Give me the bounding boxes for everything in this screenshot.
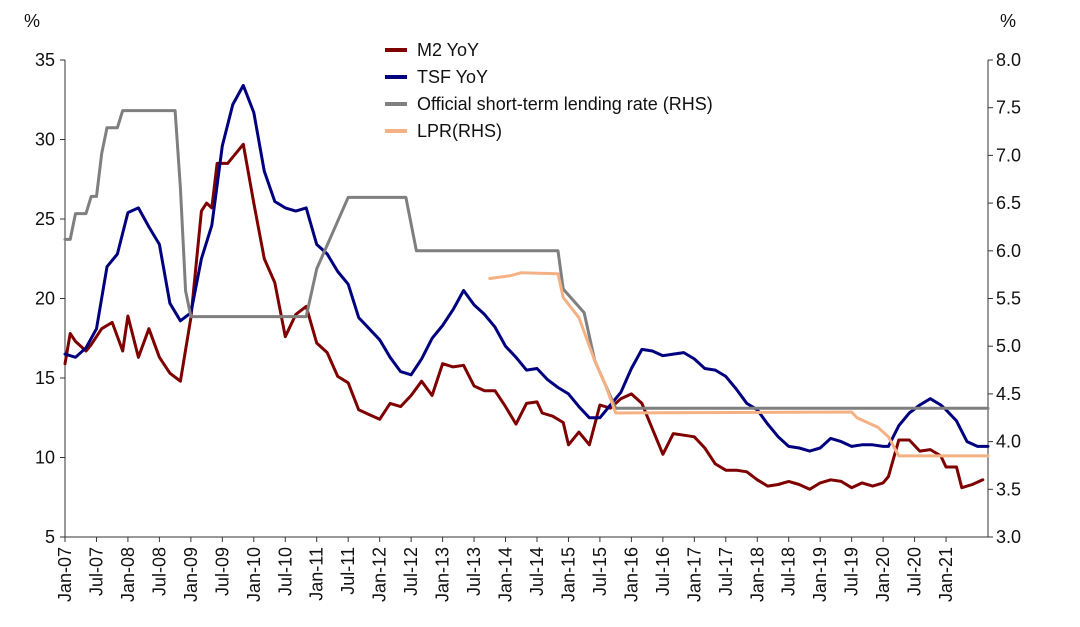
right-axis-tick-label: 5.5 [996,289,1021,309]
x-axis-tick-label: Jan-15 [558,547,578,602]
right-axis-tick-label: 3.5 [996,479,1021,499]
x-axis-tick-label: Jan-07 [55,547,75,602]
right-axis-tick-label: 7.5 [996,98,1021,118]
x-axis-tick-label: Jan-12 [370,547,390,602]
x-axis-tick-label: Jul-20 [905,547,925,596]
left-axis-tick-label: 5 [45,527,55,547]
x-axis-tick-label: Jul-09 [212,547,232,596]
x-axis-tick-label: Jul-18 [779,547,799,596]
x-axis-tick-label: Jul-07 [86,547,106,596]
x-axis-tick-label: Jan-14 [496,547,516,602]
left-axis-tick-label: 10 [35,448,55,468]
x-axis-tick-label: Jul-15 [590,547,610,596]
series-line-2 [63,83,990,453]
x-axis-tick-label: Jan-11 [307,547,327,601]
legend-label: Official short-term lending rate (RHS) [417,94,713,114]
x-axis-tick-label: Jan-19 [810,547,830,602]
x-axis-tick-label: Jan-16 [621,547,641,602]
x-axis-tick-label: Jul-19 [842,547,862,596]
left-axis-tick-label: 25 [35,209,55,229]
x-axis-tick-label: Jan-17 [684,547,704,602]
x-axis-tick-label: Jul-10 [275,547,295,596]
right-axis-tick-label: 3.0 [996,527,1021,547]
x-axis-tick-label: Jan-10 [244,547,264,602]
right-axis-tick-label: 5.0 [996,336,1021,356]
left-axis-tick-label: 15 [35,368,55,388]
legend-label: M2 YoY [417,40,479,60]
x-axis-tick-label: Jul-16 [653,547,673,596]
left-axis-tick-label: 20 [35,289,55,309]
x-axis-tick-label: Jul-13 [464,547,484,596]
x-axis-tick-label: Jul-11 [338,547,358,595]
left-axis-unit: % [24,11,40,31]
series-line-4 [488,271,990,458]
right-axis-tick-label: 6.0 [996,241,1021,261]
x-axis-tick-label: Jul-12 [401,547,421,596]
right-axis-tick-label: 7.0 [996,145,1021,165]
left-axis-tick-label: 35 [35,50,55,70]
right-axis-tick-label: 4.0 [996,432,1021,452]
right-axis-tick-label: 6.5 [996,193,1021,213]
x-axis-tick-label: Jan-09 [181,547,201,602]
x-axis-tick-label: Jul-17 [716,547,736,596]
legend-label: LPR(RHS) [417,121,502,141]
x-axis-tick-label: Jan-18 [747,547,767,602]
right-axis-unit: % [1000,11,1016,31]
x-axis-tick-label: Jan-13 [433,547,453,602]
legend-label: TSF YoY [417,67,488,87]
right-axis-tick-label: 4.5 [996,384,1021,404]
x-axis-tick-label: Jan-21 [936,547,956,602]
series-layer [63,83,990,491]
x-axis-tick-label: Jan-20 [873,547,893,602]
x-axis-tick-label: Jul-08 [149,547,169,596]
right-axis-tick-label: 8.0 [996,50,1021,70]
left-axis-tick-label: 30 [35,130,55,150]
chart-legend: M2 YoY TSF YoY Official short-term lending… [385,40,713,141]
series-line-1 [63,142,985,491]
x-axis-tick-label: Jan-08 [118,547,138,602]
series-line-3 [63,109,990,410]
x-axis-tick-label: Jul-14 [527,547,547,596]
chart-axes: 5 10 15 20 25 30 35 3.0 3.5 4.0 4.5 5.0 5.5 6.0 6.5 7.0… [35,50,1021,602]
